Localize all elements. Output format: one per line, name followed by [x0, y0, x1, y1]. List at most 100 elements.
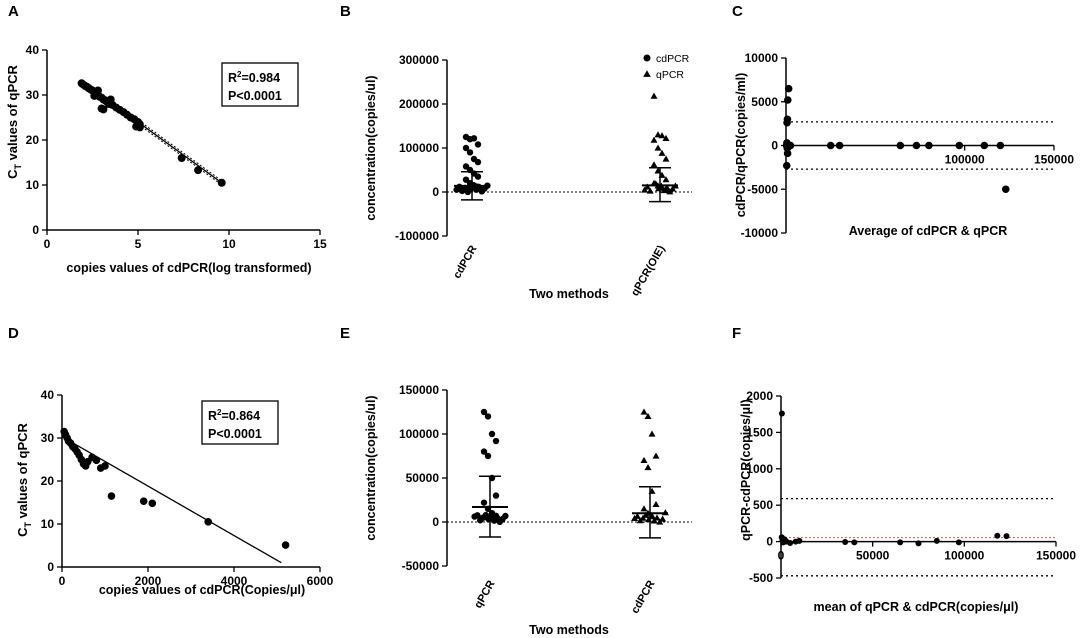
- data-point: [787, 540, 794, 547]
- data-point: [652, 500, 660, 508]
- legend-label: qPCR: [656, 69, 684, 81]
- y-tick-label: 1500: [746, 425, 773, 439]
- y-tick-label: 0: [432, 515, 439, 529]
- category-label: cdPCR: [451, 243, 479, 280]
- panel-d: D copies values of cdPCR(Copies/μl) CT v…: [8, 325, 334, 597]
- x-tick-label: 150000: [1036, 549, 1076, 563]
- data-point: [994, 532, 1001, 539]
- x-tick-label: 4000: [221, 574, 248, 588]
- data-point: [281, 541, 290, 549]
- x-tick-label: 5: [135, 237, 142, 251]
- data-point: [480, 448, 488, 455]
- data-point: [644, 412, 652, 420]
- data-point: [139, 497, 148, 506]
- data-point: [474, 173, 482, 180]
- y-tick-label: 20: [26, 133, 40, 147]
- data-point: [662, 134, 670, 141]
- data-point: [842, 538, 849, 545]
- y-tick-label: -10000: [741, 226, 779, 240]
- stats-box: [201, 400, 279, 445]
- y-tick-label: 200000: [399, 97, 439, 111]
- y-tick-label: 30: [26, 88, 40, 102]
- data-point: [492, 437, 500, 445]
- data-point: [474, 158, 482, 166]
- data-point: [662, 176, 670, 183]
- data-point: [783, 96, 792, 104]
- data-point: [658, 149, 666, 156]
- data-point: [650, 136, 658, 143]
- data-point: [784, 84, 793, 93]
- y-tick-label: -100000: [395, 229, 439, 243]
- data-point: [640, 505, 648, 512]
- y-tick-label: 100000: [399, 427, 439, 441]
- data-point: [640, 408, 648, 415]
- y-axis-label: CT values of qPCR: [15, 422, 33, 536]
- data-point: [933, 537, 940, 544]
- data-point: [661, 509, 669, 516]
- y-axis-label: cdPCR/qPCR(copies/ml): [734, 73, 748, 217]
- data-point: [912, 141, 921, 150]
- data-point: [659, 515, 667, 522]
- p-value-label: P<0.0001: [228, 89, 282, 103]
- data-point: [1001, 185, 1010, 194]
- panel-letter-d: D: [8, 325, 19, 342]
- x-axis-label: mean of qPCR & cdPCR(copies/μl): [814, 600, 1019, 614]
- data-point: [653, 514, 661, 521]
- data-point: [652, 452, 660, 459]
- data-point: [658, 132, 666, 139]
- data-point: [462, 144, 470, 152]
- data-point: [778, 410, 785, 417]
- data-point: [783, 149, 792, 158]
- x-tick-label: 150000: [1034, 153, 1074, 167]
- panel-a: A copies values of cdPCR(log transformed…: [5, 3, 327, 275]
- stats-box: [221, 62, 299, 107]
- y-axis-label: CT values of qPCR: [5, 64, 23, 178]
- y-tick-label: 20: [41, 474, 55, 488]
- data-point: [466, 149, 474, 156]
- x-tick-label: 0: [59, 574, 66, 588]
- y-tick-label: 150000: [399, 383, 439, 397]
- data-point: [204, 518, 212, 526]
- data-point: [633, 512, 641, 519]
- y-tick-label: 40: [26, 43, 40, 57]
- x-tick-label: 50000: [856, 549, 890, 563]
- data-point: [851, 539, 858, 546]
- p-value-label: P<0.0001: [208, 427, 262, 441]
- panel-c: C cdPCR/qPCR(copies/ml) Average of cdPCR…: [732, 3, 1074, 240]
- y-tick-label: 0: [766, 535, 773, 549]
- r-squared-label: R2=0.984: [228, 70, 280, 85]
- data-point: [177, 154, 186, 162]
- y-tick-label: 30: [41, 431, 55, 445]
- data-point: [106, 95, 115, 104]
- panel-letter-f: F: [732, 325, 741, 342]
- panel-letter-b: B: [340, 3, 351, 20]
- data-point: [897, 539, 904, 546]
- data-point: [663, 184, 671, 191]
- y-tick-label: 10: [26, 178, 40, 192]
- y-tick-label: 5000: [751, 95, 778, 109]
- y-axis-label: concentration(copies/ul): [364, 75, 378, 220]
- data-point: [217, 178, 226, 187]
- data-point: [132, 122, 141, 131]
- y-tick-label: 100000: [399, 141, 439, 155]
- legend-label: cdPCR: [656, 53, 690, 65]
- panel-e: E concentration(copies/ul) Two methods -…: [340, 325, 692, 637]
- y-axis-label: concentration(copies/ul): [364, 395, 378, 540]
- panel-b: B concentration(copies/ul) Two methods -…: [340, 3, 692, 301]
- x-axis-label: Average of cdPCR & qPCR: [849, 224, 1008, 238]
- y-tick-label: -5000: [747, 182, 778, 196]
- data-point: [480, 408, 488, 416]
- x-axis-label: copies values of cdPCR(log transformed): [66, 261, 311, 275]
- category-label: qPCR(OIE): [629, 243, 668, 298]
- data-point: [896, 141, 905, 150]
- r-squared-label: R2=0.864: [208, 408, 260, 423]
- data-point: [474, 512, 481, 519]
- panel-letter-c: C: [732, 3, 743, 20]
- y-tick-label: 40: [41, 388, 55, 402]
- data-point: [650, 161, 658, 168]
- data-point: [796, 537, 803, 544]
- data-point: [148, 499, 157, 508]
- x-tick-label: 2000: [135, 574, 162, 588]
- y-tick-label: 0: [32, 223, 39, 237]
